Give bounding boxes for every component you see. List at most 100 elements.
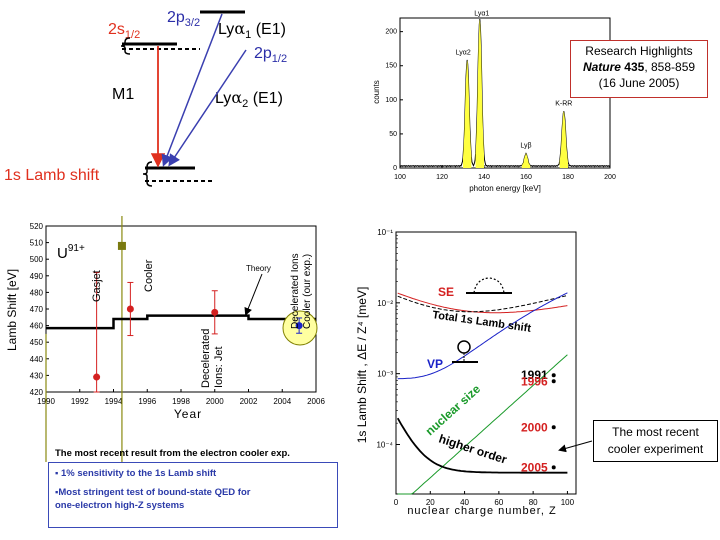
spectrum-xtick-label: 140 <box>478 174 490 181</box>
spectrum-xtick-label: 100 <box>394 174 406 181</box>
lamb-plot-frame <box>45 225 317 393</box>
lamb-ytick-label: 440 <box>30 355 44 364</box>
olive-marker <box>117 241 126 250</box>
lamb-ytick-label: 480 <box>30 288 44 297</box>
lamb-data-point <box>126 305 134 313</box>
z-curve <box>397 292 568 314</box>
label-1s-lamb-shift: 1s Lamb shift <box>4 167 100 184</box>
spectrum-peak-labels: Lyα2 Lyα1 Lyβ K-RR <box>456 10 573 149</box>
ann-decel-jet-2: Ions: Jet <box>213 346 225 388</box>
notes-box: ▪ 1% sensitivity to the 1s Lamb shift ▪M… <box>48 462 338 528</box>
curve-label-se: SE <box>438 285 454 299</box>
lamb-ytick-label: 520 <box>30 222 44 231</box>
recent-pointer <box>558 440 593 453</box>
level-diagram: 2s1/2 2p3/2 2p1/2 Lyα1 (E1) Lyα2 (E1) M1… <box>4 9 287 187</box>
spectrum-xtick-label: 200 <box>604 174 616 181</box>
lamb-xtick-label: 1998 <box>172 397 190 406</box>
spectrum-peak-fills <box>463 19 568 168</box>
curve-label-nuclear: nuclear size <box>423 382 484 439</box>
spectrum-ytick-label: 200 <box>385 29 397 36</box>
theory-pointer <box>244 273 263 316</box>
lamb-olive-bars <box>45 216 126 462</box>
recent-experiment-box: The most recent cooler experiment <box>593 420 718 462</box>
recent-box-line2: cooler experiment <box>607 442 704 456</box>
lamb-xtick-label: 1996 <box>138 397 156 406</box>
z-axis-ticks: 0 20 40 60 80 100 10⁻¹ 10⁻² 10⁻³ 10⁻⁴ <box>376 228 574 507</box>
highlights-date: (16 June 2005) <box>598 76 680 90</box>
vacuum-polarization-diagram-icon <box>452 340 478 363</box>
ann-decel-cool-1: Decelerated Ions <box>290 253 301 329</box>
z-xtick-label: 0 <box>394 498 399 507</box>
spectrum-peak-fill <box>521 153 531 168</box>
note-bullet-2a: ▪Most stringent test of bound-state QED … <box>55 487 251 498</box>
lamb-ytick-label: 460 <box>30 322 44 331</box>
ann-decel-jet-1: Decelerated <box>200 329 212 388</box>
recent-result-caption: The most recent result from the electron… <box>55 448 290 459</box>
lamb-xtick-label: 1992 <box>71 397 89 406</box>
label-2p12: 2p1/2 <box>254 45 287 65</box>
ann-decel-cool-2: Cooler (our exp.) <box>302 254 313 329</box>
lamb-data-point <box>295 322 303 330</box>
lamb-xtick-label: 1994 <box>105 397 123 406</box>
lamb-xtick-label: 2000 <box>206 397 224 406</box>
lamb-theory-line <box>46 314 316 330</box>
brace-1s <box>142 161 153 187</box>
lamb-ytick-label: 500 <box>30 255 44 264</box>
curve-label-vp: VP <box>427 357 443 371</box>
spectrum-ylabel: counts <box>372 80 381 104</box>
ann-theory: Theory <box>246 264 271 273</box>
lamb-xtick-label: 2002 <box>240 397 258 406</box>
lamb-xtick-label: 2004 <box>273 397 291 406</box>
z-ytick-label: 10⁻¹ <box>377 228 393 237</box>
spectrum-chart: 100 120 140 160 180 200 0 50 100 150 200 counts ph… <box>372 10 616 193</box>
highlights-journal: Nature <box>582 60 621 74</box>
spectrum-ytick-label: 150 <box>385 63 397 70</box>
self-energy-diagram-icon <box>466 277 512 294</box>
label-lya1: Lyα1 (E1) <box>218 19 286 41</box>
ann-cooler: Cooler <box>143 259 155 292</box>
z-data-point <box>551 373 556 378</box>
spectrum-series-line <box>399 18 611 168</box>
highlights-pages: , 858-859 <box>644 60 696 74</box>
spectrum-peak-label: Lyα2 <box>456 49 471 56</box>
spectrum-xtick-label: 120 <box>436 174 448 181</box>
lamb-ytick-label: 420 <box>30 388 44 397</box>
lamb-ytick-label: 510 <box>30 239 44 248</box>
lamb-data-point <box>211 308 219 316</box>
z-xlabel: nuclear charge number, Z <box>407 505 556 517</box>
research-highlights-box: Research Highlights Nature 435, 858-859 … <box>570 40 708 98</box>
spectrum-peak-fill <box>463 59 472 168</box>
z-xtick-label: 20 <box>426 498 435 507</box>
spectrum-peak-label: K-RR <box>555 100 572 107</box>
lamb-ytick-label: 470 <box>30 305 44 314</box>
lya1-arrow <box>161 13 223 167</box>
spectrum-axis-ticks: 100 120 140 160 180 200 0 50 100 150 200 <box>385 29 616 181</box>
lya2-arrow <box>168 49 247 167</box>
lamb-xlabel: Year <box>174 407 202 421</box>
spectrum-peak-fill <box>559 111 568 168</box>
note-bullet-1: ▪ 1% sensitivity to the 1s Lamb shift <box>55 468 217 479</box>
lamb-xtick-label: 2006 <box>307 397 325 406</box>
lamb-ytick-label: 490 <box>30 272 44 281</box>
lamb-title: U91+ <box>57 243 85 262</box>
note-bullet-2b: one-electron high-Z systems <box>55 500 185 511</box>
label-2p32: 2p3/2 <box>167 9 200 29</box>
z-xtick-label: 40 <box>460 498 469 507</box>
z-data-point <box>551 465 556 470</box>
lamb-data-points <box>93 271 303 393</box>
label-2s12: 2s1/2 <box>108 21 140 41</box>
lamb-data-point <box>93 373 101 381</box>
spectrum-peak-fill <box>475 19 484 168</box>
spectrum-ytick-label: 50 <box>389 131 397 138</box>
z-year-label: 1991 <box>521 368 548 382</box>
z-xtick-label: 60 <box>494 498 503 507</box>
spectrum-peak-label: Lyα1 <box>474 10 489 17</box>
spectrum-xtick-label: 160 <box>520 174 532 181</box>
highlights-volume: 435 <box>624 60 645 74</box>
lamb-ytick-label: 450 <box>30 338 44 347</box>
spectrum-ytick-label: 0 <box>393 165 397 172</box>
z-year-label: 2005 <box>521 460 548 474</box>
